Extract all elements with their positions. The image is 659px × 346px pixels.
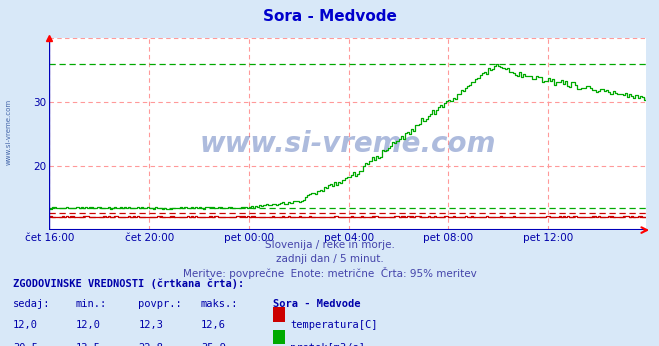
Text: 12,3: 12,3 (138, 320, 163, 330)
Text: Sora - Medvode: Sora - Medvode (262, 9, 397, 24)
Text: 30,5: 30,5 (13, 343, 38, 346)
Text: Sora - Medvode: Sora - Medvode (273, 299, 361, 309)
Text: maks.:: maks.: (201, 299, 239, 309)
Text: ZGODOVINSKE VREDNOSTI (črtkana črta):: ZGODOVINSKE VREDNOSTI (črtkana črta): (13, 279, 244, 289)
Text: Slovenija / reke in morje.: Slovenija / reke in morje. (264, 240, 395, 251)
Text: sedaj:: sedaj: (13, 299, 51, 309)
Text: min.:: min.: (76, 299, 107, 309)
Text: 12,6: 12,6 (201, 320, 226, 330)
Text: pretok[m3/s]: pretok[m3/s] (290, 343, 365, 346)
Text: 13,5: 13,5 (76, 343, 101, 346)
Text: 12,0: 12,0 (13, 320, 38, 330)
Text: temperatura[C]: temperatura[C] (290, 320, 378, 330)
Text: zadnji dan / 5 minut.: zadnji dan / 5 minut. (275, 254, 384, 264)
Text: www.si-vreme.com: www.si-vreme.com (5, 98, 11, 165)
Text: 12,0: 12,0 (76, 320, 101, 330)
Text: 35,9: 35,9 (201, 343, 226, 346)
Text: Meritve: povprečne  Enote: metrične  Črta: 95% meritev: Meritve: povprečne Enote: metrične Črta:… (183, 267, 476, 279)
Text: www.si-vreme.com: www.si-vreme.com (200, 130, 496, 158)
Text: povpr.:: povpr.: (138, 299, 182, 309)
Text: 22,8: 22,8 (138, 343, 163, 346)
